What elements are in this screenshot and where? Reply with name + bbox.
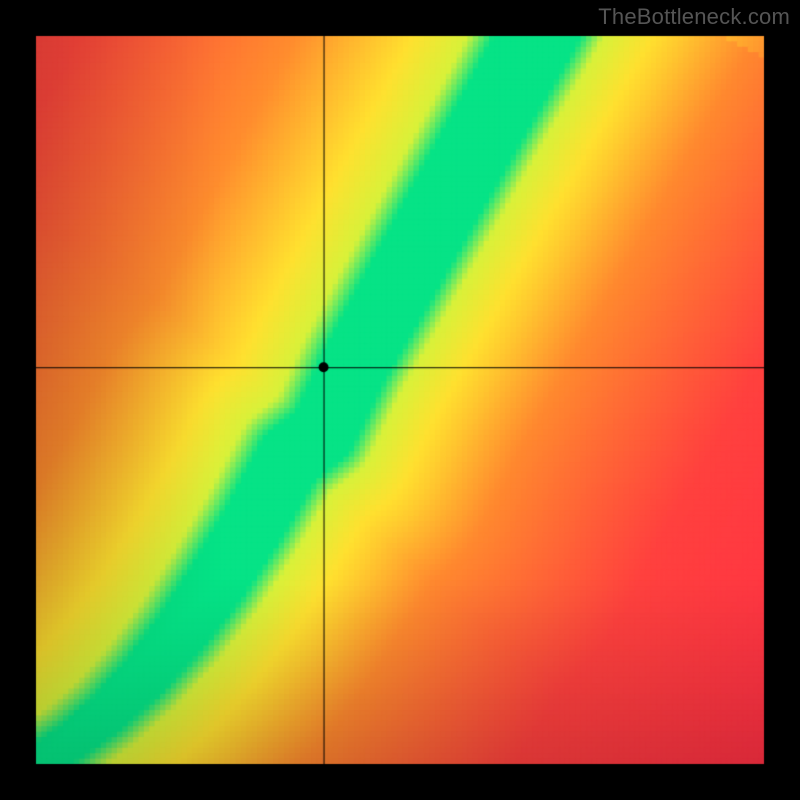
bottleneck-heatmap: [0, 0, 800, 800]
watermark-text: TheBottleneck.com: [598, 4, 790, 30]
